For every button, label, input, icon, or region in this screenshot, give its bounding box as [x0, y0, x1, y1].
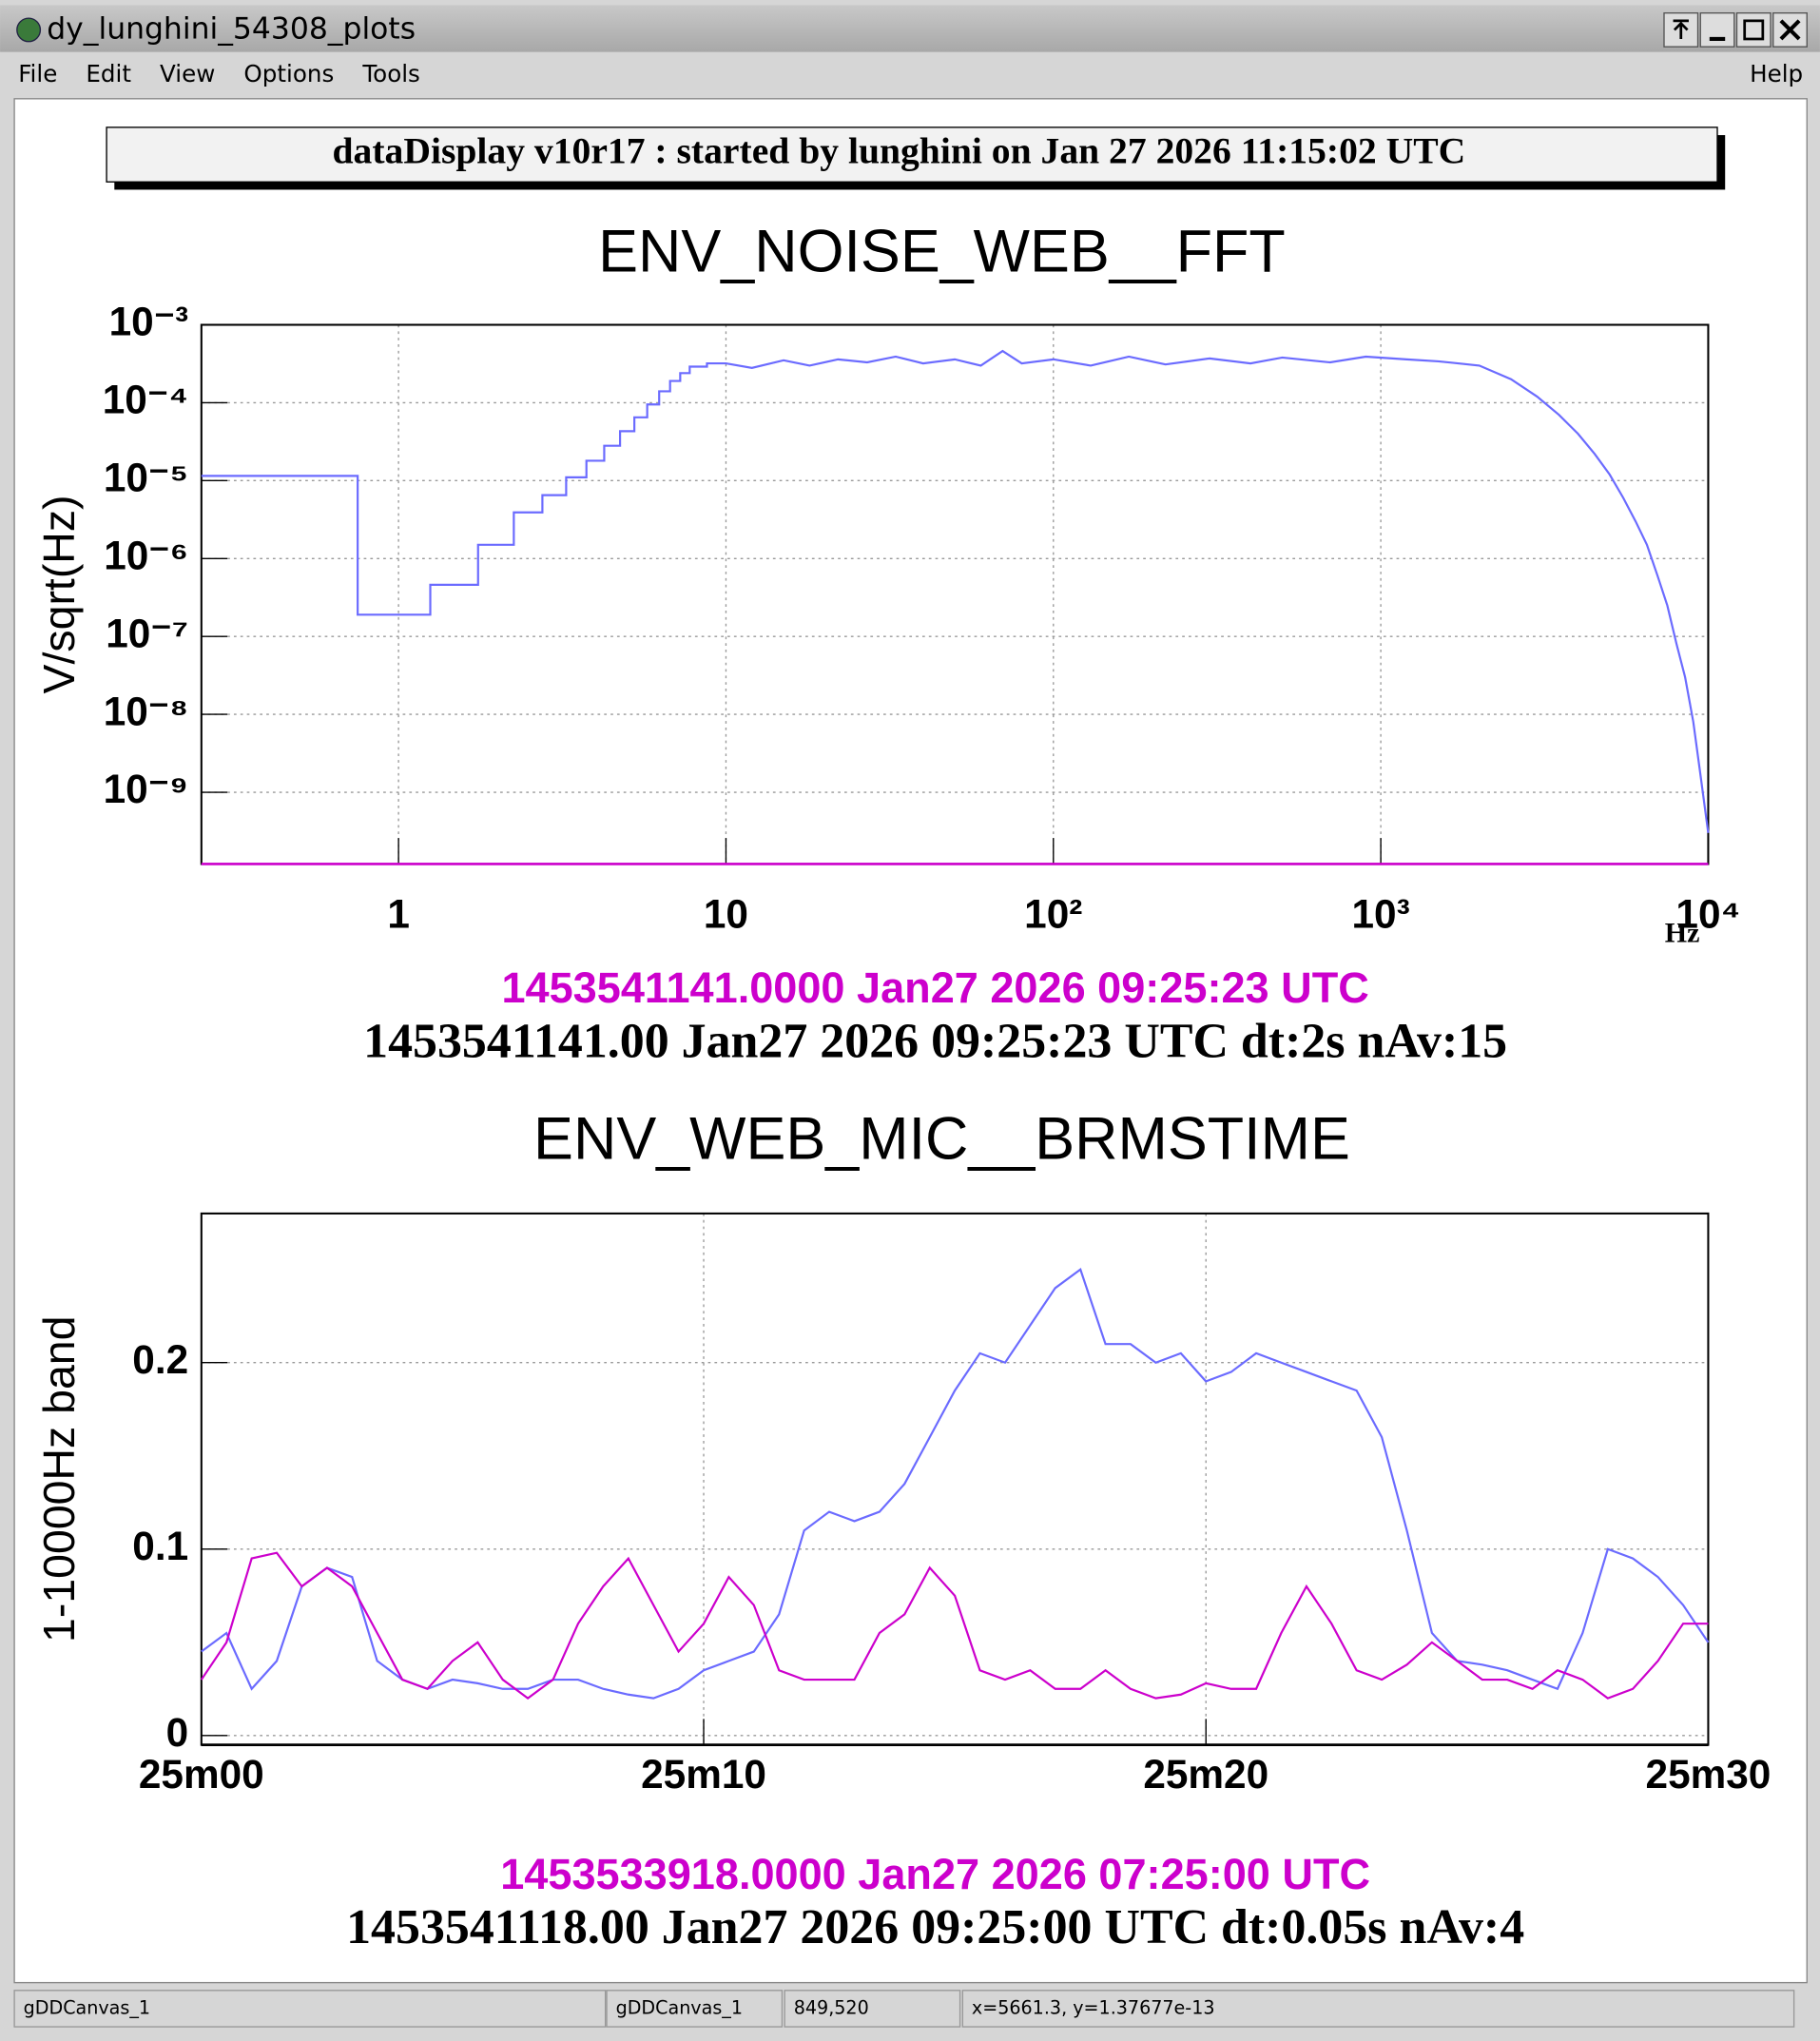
menu-bar: File Edit View Options Tools: [18, 60, 420, 87]
status-cell: [606, 1990, 784, 2028]
x-axis-label: Hz: [1665, 916, 1700, 948]
x-tick-label: 25m10: [641, 1752, 766, 1797]
y-tick-label: 0.2: [132, 1337, 188, 1382]
data-line: [201, 349, 1710, 833]
menu-item[interactable]: Options: [243, 60, 334, 87]
y-tick-label: 10⁻⁶: [104, 533, 188, 577]
x-tick-label: 10: [704, 892, 748, 937]
y-axis-label: 1-10000Hz band: [34, 1316, 84, 1643]
status-text: 849,520: [794, 1996, 869, 2018]
y-tick-label: 10⁻⁸: [104, 689, 188, 733]
canvas: [13, 98, 1808, 1984]
window-buttons: [1663, 11, 1808, 48]
window-title: dy_lunghini_54308_plots: [47, 11, 416, 46]
stick-button[interactable]: [1663, 11, 1699, 48]
x-tick-label: 10²: [1024, 892, 1082, 937]
y-tick-label: 10⁻⁴: [103, 378, 188, 422]
annotation: 1453541118.00 Jan27 2026 09:25:00 UTC dt…: [346, 1900, 1524, 1954]
x-tick-label: 25m00: [139, 1752, 264, 1797]
status-cell: [13, 1990, 607, 2028]
menu-item[interactable]: Edit: [86, 60, 131, 87]
status-cell: [784, 1990, 961, 2028]
chart-title: ENV_WEB_MIC__BRMSTIME: [533, 1106, 1350, 1173]
menu-item[interactable]: Tools: [361, 60, 420, 87]
menu-item[interactable]: File: [18, 60, 57, 87]
annotation: 1453533918.0000 Jan27 2026 07:25:00 UTC: [500, 1850, 1370, 1898]
header-box: [106, 126, 1718, 183]
annotation: 1453541141.0000 Jan27 2026 09:25:23 UTC: [501, 963, 1368, 1012]
x-tick-label: 10³: [1352, 892, 1410, 937]
status-text: gDDCanvas_1: [24, 1996, 150, 2018]
app-icon: [16, 17, 42, 43]
status-text: x=5661.3, y=1.37677e-13: [972, 1996, 1215, 2018]
x-tick-label: 25m20: [1143, 1752, 1268, 1797]
minimize-button[interactable]: [1699, 11, 1735, 48]
annotation: 1453541141.00 Jan27 2026 09:25:23 UTC dt…: [363, 1015, 1507, 1069]
data-line: [200, 1551, 1709, 1700]
menu-item[interactable]: Help: [1750, 60, 1803, 87]
maximize-button[interactable]: [1735, 11, 1772, 48]
title-bar: [0, 5, 1820, 52]
y-tick-label: 10⁻³: [109, 300, 189, 344]
y-tick-label: 10⁻⁷: [106, 611, 188, 655]
status-text: gDDCanvas_1: [616, 1996, 743, 2018]
x-tick-label: 1: [387, 892, 410, 937]
x-tick-label: 25m30: [1646, 1752, 1772, 1797]
y-axis-label: V/sqrt(Hz): [34, 495, 84, 693]
header-text: dataDisplay v10r17 : started by lunghini…: [333, 130, 1466, 172]
y-tick-label: 10⁻⁹: [104, 767, 189, 811]
menu-item[interactable]: View: [160, 60, 215, 87]
status-bar: gDDCanvas_1 gDDCanvas_1 849,520 x=5661.3, y…: [13, 1990, 1795, 2028]
chart-title: ENV_NOISE_WEB__FFT: [598, 219, 1286, 285]
y-tick-label: 0.1: [132, 1524, 188, 1568]
x-tick-label: 10⁴: [1675, 892, 1740, 937]
status-cell: [961, 1990, 1795, 2028]
y-tick-label: 0: [166, 1710, 189, 1755]
y-tick-label: 10⁻⁵: [104, 456, 188, 500]
